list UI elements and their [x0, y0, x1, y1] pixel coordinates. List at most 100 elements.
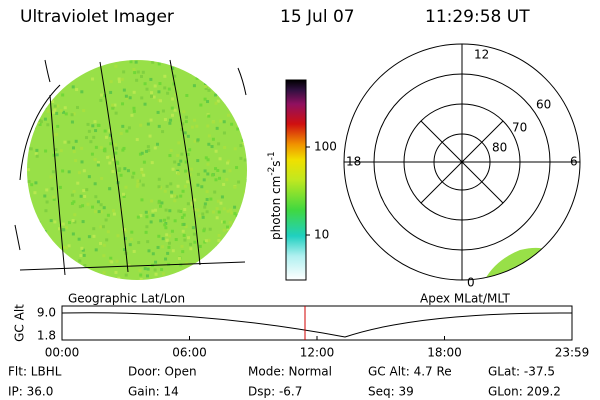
speckle: [95, 276, 99, 280]
speckle: [227, 248, 231, 252]
speckle: [92, 227, 96, 231]
speckle: [96, 60, 100, 64]
speckle: [140, 96, 144, 100]
speckle: [245, 68, 247, 72]
speckle: [182, 222, 186, 226]
speckle: [206, 158, 210, 162]
speckle: [224, 98, 228, 102]
speckle: [213, 256, 217, 260]
speckle: [204, 83, 208, 87]
info-field: Mode: Normal: [248, 365, 332, 379]
speckle: [51, 240, 55, 244]
speckle: [64, 112, 68, 116]
speckle: [238, 212, 242, 216]
speckle: [180, 244, 184, 248]
speckle: [139, 214, 143, 218]
speckle: [102, 243, 106, 247]
speckle: [71, 219, 75, 223]
speckle: [36, 228, 40, 232]
speckle: [93, 182, 97, 186]
speckle: [161, 272, 165, 276]
speckle: [157, 177, 161, 181]
speckle: [120, 77, 124, 81]
speckle: [189, 64, 193, 68]
speckle: [222, 120, 226, 124]
speckle: [124, 273, 128, 277]
x-tick-label: 00:00: [45, 346, 80, 360]
speckle: [213, 265, 217, 269]
speckle: [176, 184, 180, 188]
speckle: [199, 103, 203, 107]
speckle: [29, 275, 33, 279]
speckle: [222, 220, 226, 224]
speckle: [46, 109, 50, 113]
speckle: [43, 117, 47, 121]
speckle: [234, 273, 238, 277]
speckle: [167, 245, 171, 249]
speckle: [186, 172, 190, 176]
speckle: [102, 271, 106, 275]
speckle: [78, 205, 82, 209]
speckle: [132, 171, 136, 175]
speckle: [186, 153, 190, 157]
speckle: [228, 72, 232, 76]
speckle: [219, 201, 223, 205]
mlat-label: 60: [536, 98, 551, 112]
speckle: [71, 232, 75, 236]
speckle: [102, 206, 106, 210]
speckle: [36, 244, 40, 248]
speckle: [198, 214, 202, 218]
speckle: [99, 203, 103, 207]
speckle: [190, 125, 194, 129]
speckle: [59, 149, 63, 153]
speckle: [87, 175, 91, 179]
speckle: [142, 160, 146, 164]
mlt-label: 0: [467, 276, 475, 290]
speckle: [70, 193, 74, 197]
date: 15 Jul 07: [280, 7, 355, 27]
speckle: [190, 71, 194, 75]
speckle: [36, 240, 40, 244]
speckle: [179, 194, 183, 198]
speckle: [201, 212, 205, 216]
speckle: [169, 118, 173, 122]
speckle: [96, 200, 100, 204]
speckle: [146, 210, 150, 214]
speckle: [44, 149, 48, 153]
speckle: [146, 240, 150, 244]
speckle: [233, 212, 237, 216]
info-field: Door: Open: [128, 365, 197, 379]
speckle: [233, 205, 237, 209]
speckle: [30, 105, 34, 109]
speckle: [66, 264, 70, 268]
speckle: [156, 110, 160, 114]
speckle: [35, 154, 39, 158]
speckle: [31, 88, 35, 92]
speckle: [117, 77, 121, 81]
speckle: [207, 238, 211, 242]
speckle: [50, 187, 54, 191]
speckle: [172, 82, 176, 86]
speckle: [93, 157, 97, 161]
speckle: [99, 98, 103, 102]
speckle: [174, 238, 178, 242]
speckle: [222, 207, 226, 211]
speckle: [110, 260, 114, 264]
speckle: [55, 132, 59, 136]
speckle: [109, 80, 113, 84]
speckle: [157, 62, 161, 66]
speckle: [122, 70, 126, 74]
speckle: [27, 180, 31, 184]
speckle: [53, 74, 57, 78]
speckle: [29, 114, 33, 118]
speckle: [202, 229, 206, 233]
speckle: [96, 163, 100, 167]
speckle: [230, 122, 234, 126]
speckle: [182, 233, 186, 237]
speckle: [103, 129, 107, 133]
speckle: [217, 233, 221, 237]
speckle: [184, 169, 188, 173]
speckle: [51, 262, 55, 266]
speckle: [226, 248, 230, 252]
speckle: [149, 77, 153, 81]
